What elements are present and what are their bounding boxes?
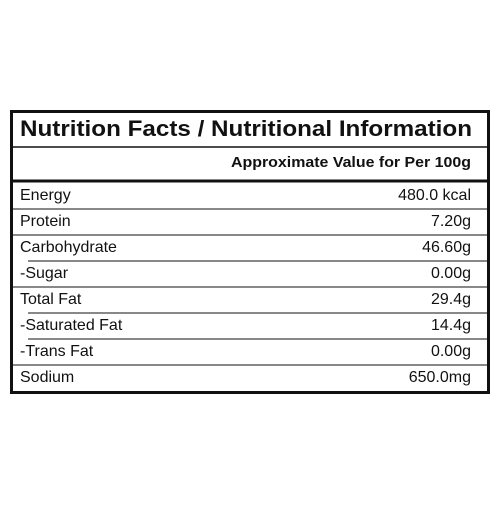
row-label: Protein <box>20 213 71 230</box>
row-value: 0.00g <box>431 343 471 360</box>
row-value: 7.20g <box>431 213 471 230</box>
row-value: 46.60g <box>422 239 471 256</box>
row-label: Carbohydrate <box>20 239 117 256</box>
row-value: 29.4g <box>431 291 471 308</box>
label-border <box>10 110 490 394</box>
label-subtitle: Approximate Value for Per 100g <box>231 154 471 171</box>
row-label: -Saturated Fat <box>20 317 123 334</box>
row-label: -Trans Fat <box>20 343 94 360</box>
row-value: 14.4g <box>431 317 471 334</box>
row-label: Energy <box>20 187 71 204</box>
label-title: Nutrition Facts / Nutritional Informatio… <box>20 116 472 141</box>
row-label: Sodium <box>20 369 74 386</box>
row-value: 650.0mg <box>409 369 471 386</box>
row-value: 0.00g <box>431 265 471 282</box>
rows: Energy 480.0 kcal Protein 7.20g Carbohydrate… <box>11 187 489 386</box>
row-label: -Sugar <box>20 265 69 282</box>
row-value: 480.0 kcal <box>398 187 471 204</box>
row-label: Total Fat <box>20 291 82 308</box>
